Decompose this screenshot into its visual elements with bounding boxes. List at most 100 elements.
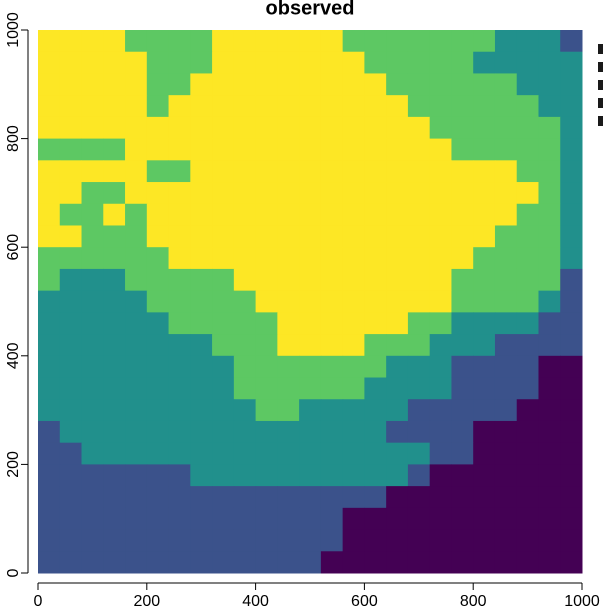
raster-cell	[320, 464, 344, 487]
raster-cell	[255, 355, 278, 379]
raster-cell	[299, 399, 322, 422]
raster-cell	[494, 551, 518, 574]
raster-cell	[473, 377, 496, 400]
raster-cell	[103, 160, 126, 183]
raster-cell	[407, 116, 431, 140]
raster-cell	[386, 334, 409, 357]
raster-cell	[516, 551, 539, 574]
raster-cell	[125, 247, 148, 270]
raster-cell	[320, 116, 344, 140]
chart-title: observed	[266, 0, 355, 19]
raster-cell	[538, 399, 561, 422]
raster-cell	[125, 73, 148, 96]
raster-cell	[538, 182, 561, 205]
raster-cell	[473, 73, 496, 96]
raster-cell	[146, 290, 170, 313]
raster-cell	[81, 464, 104, 487]
raster-cell	[451, 116, 474, 140]
raster-cell	[190, 95, 213, 118]
raster-cell	[451, 507, 474, 531]
raster-cell	[190, 160, 213, 183]
raster-cell	[560, 182, 583, 205]
raster-cell	[255, 464, 278, 487]
raster-cell	[233, 355, 257, 379]
raster-cell	[407, 268, 431, 292]
raster-cell	[255, 442, 278, 465]
raster-cell	[320, 312, 344, 335]
raster-cell	[494, 247, 518, 270]
raster-cell	[407, 464, 431, 487]
raster-cell	[386, 551, 409, 574]
raster-cell	[299, 529, 322, 552]
raster-cell	[560, 203, 583, 226]
raster-cell	[407, 507, 431, 531]
raster-cell	[38, 73, 61, 96]
raster-cell	[342, 442, 365, 465]
raster-cell	[299, 138, 322, 161]
y-tick-label: 800	[5, 125, 22, 152]
raster-cell	[342, 420, 365, 444]
raster-cell	[429, 486, 452, 509]
raster-cell	[255, 312, 278, 335]
raster-cell	[429, 116, 452, 140]
raster-cell	[494, 95, 518, 118]
raster-cell	[233, 486, 257, 509]
raster-cell	[320, 268, 344, 292]
raster-cell	[364, 160, 387, 183]
raster-cell	[103, 95, 126, 118]
raster-cell	[516, 486, 539, 509]
legend-key	[598, 116, 603, 126]
raster-cell	[451, 442, 474, 465]
raster-cell	[81, 551, 104, 574]
raster-cell	[516, 377, 539, 400]
raster-cell	[212, 355, 235, 379]
raster-cell	[494, 334, 518, 357]
raster-cell	[190, 442, 213, 465]
raster-cell	[59, 377, 83, 400]
raster-cell	[146, 464, 170, 487]
raster-cell	[38, 247, 61, 270]
raster-cell	[473, 160, 496, 183]
raster-cell	[255, 116, 278, 140]
raster-cell	[146, 247, 170, 270]
raster-cell	[386, 355, 409, 379]
raster-cell	[212, 95, 235, 118]
raster-cell	[233, 312, 257, 335]
raster-cell	[146, 160, 170, 183]
raster-cell	[407, 334, 431, 357]
legend-key	[598, 98, 603, 108]
raster-cell	[342, 464, 365, 487]
raster-cell	[407, 420, 431, 444]
raster-cell	[168, 399, 191, 422]
raster-cell	[255, 203, 278, 226]
raster-cell	[494, 442, 518, 465]
raster-cell	[212, 464, 235, 487]
x-tick-label: 800	[460, 593, 487, 610]
raster-cell	[473, 30, 496, 53]
raster-cell	[473, 312, 496, 335]
raster-cell	[168, 138, 191, 161]
raster-cell	[516, 247, 539, 270]
raster-cell	[103, 182, 126, 205]
raster-cell	[125, 203, 148, 226]
raster-cell	[538, 160, 561, 183]
raster-cell	[299, 312, 322, 335]
raster-cell	[103, 116, 126, 140]
raster-cell	[494, 225, 518, 248]
raster-cell	[277, 51, 300, 74]
raster-cell	[364, 551, 387, 574]
raster-cell	[233, 268, 257, 292]
raster-cell	[168, 203, 191, 226]
raster-cell	[538, 203, 561, 226]
raster-cell	[168, 182, 191, 205]
x-tick-label: 0	[34, 593, 43, 610]
raster-cell	[212, 377, 235, 400]
raster-cell	[212, 334, 235, 357]
raster-cell	[516, 529, 539, 552]
raster-cell	[277, 95, 300, 118]
raster-cell	[494, 73, 518, 96]
y-tick-label: 600	[5, 234, 22, 261]
raster-cell	[190, 464, 213, 487]
raster-cell	[364, 138, 387, 161]
raster-cell	[407, 73, 431, 96]
